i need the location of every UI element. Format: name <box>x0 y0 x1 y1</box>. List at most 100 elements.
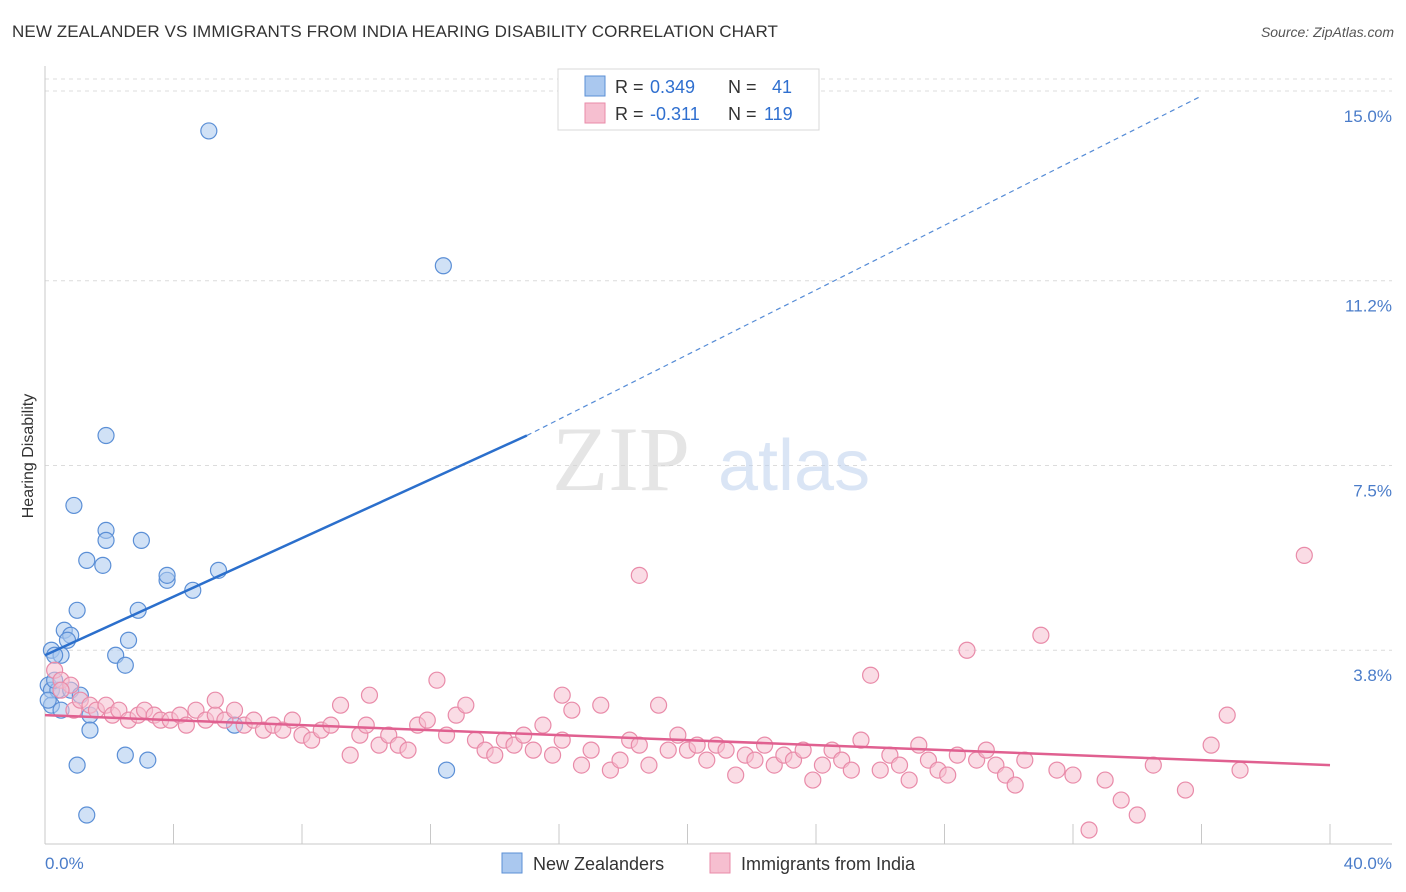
point-immigrants-india <box>592 696 610 714</box>
point-new-zealanders <box>158 566 176 584</box>
point-immigrants-india <box>977 741 995 759</box>
point-new-zealanders <box>97 426 115 445</box>
point-immigrants-india <box>717 741 735 759</box>
point-immigrants-india <box>1080 821 1098 839</box>
point-new-zealanders <box>97 531 115 549</box>
trend-line-new-zealanders <box>44 434 528 657</box>
point-immigrants-india <box>1202 736 1220 754</box>
point-immigrants-india <box>486 746 504 764</box>
point-immigrants-india <box>534 716 552 734</box>
bottom-legend-label-new-zealanders: New Zealanders <box>533 854 664 874</box>
point-immigrants-india <box>755 736 774 754</box>
point-immigrants-india <box>727 766 745 784</box>
legend-r-label-1: R = <box>615 77 644 97</box>
y-tick-label: 15.0% <box>1344 107 1392 126</box>
point-immigrants-india <box>357 716 375 734</box>
point-new-zealanders <box>81 721 99 739</box>
point-immigrants-india <box>1112 791 1130 809</box>
y-tick-label: 7.5% <box>1353 481 1392 500</box>
point-immigrants-india <box>794 741 812 759</box>
point-new-zealanders <box>200 122 218 140</box>
point-new-zealanders <box>119 631 138 649</box>
point-immigrants-india <box>813 756 832 774</box>
point-immigrants-india <box>1128 806 1146 824</box>
legend-n-value-1: 41 <box>772 77 792 97</box>
point-immigrants-india <box>206 691 224 709</box>
point-immigrants-india <box>939 766 957 784</box>
point-new-zealanders <box>116 746 134 764</box>
legend-r-label-2: R = <box>615 104 644 124</box>
point-immigrants-india <box>563 701 581 719</box>
legend-n-value-2: 119 <box>764 104 793 124</box>
legend-r-value-2: -0.311 <box>650 104 700 124</box>
point-immigrants-india <box>52 681 70 699</box>
y-tick-label: 11.2% <box>1345 297 1392 316</box>
point-immigrants-india <box>524 741 542 759</box>
trend-lines <box>44 95 1331 767</box>
point-immigrants-india <box>659 741 677 759</box>
point-immigrants-india <box>457 696 475 714</box>
legend-swatch-new-zealanders <box>584 75 606 97</box>
trend-line-new-zealanders-extension <box>526 95 1202 437</box>
point-immigrants-india <box>1218 706 1236 724</box>
source-label: Source: ZipAtlas.com <box>1260 24 1394 40</box>
point-immigrants-india <box>1006 776 1024 794</box>
point-new-zealanders <box>132 531 150 549</box>
point-immigrants-india <box>1231 761 1249 779</box>
point-immigrants-india <box>225 701 244 719</box>
point-immigrants-india <box>842 761 860 779</box>
point-immigrants-india <box>862 666 880 684</box>
bottom-legend-swatch-immigrants-india <box>709 852 731 874</box>
data-points <box>39 122 1313 839</box>
legend-swatch-immigrants-india <box>584 102 606 124</box>
point-new-zealanders <box>116 656 134 674</box>
point-immigrants-india <box>418 711 436 729</box>
point-new-zealanders <box>65 496 83 515</box>
point-immigrants-india <box>630 566 648 584</box>
point-immigrants-india <box>428 671 446 689</box>
point-immigrants-india <box>890 756 909 774</box>
point-immigrants-india <box>852 731 870 749</box>
x-tick-label-max: 40.0% <box>1344 854 1392 873</box>
point-immigrants-india <box>1032 626 1050 644</box>
point-new-zealanders <box>139 751 157 769</box>
x-tick-label-min: 0.0% <box>45 854 84 873</box>
tick-labels: 3.8% 7.5% 11.2% 15.0% 0.0% 40.0% <box>45 107 1392 873</box>
watermark-zip: ZIP <box>552 408 690 510</box>
legend-box: R = 0.349 N = 41 R = -0.311 N = 119 <box>557 68 820 131</box>
point-immigrants-india <box>804 771 822 789</box>
point-immigrants-india <box>331 696 350 714</box>
point-immigrants-india <box>1096 771 1114 789</box>
legend-n-label-2: N = <box>728 104 757 124</box>
point-new-zealanders <box>78 806 96 824</box>
point-immigrants-india <box>900 771 918 789</box>
point-immigrants-india <box>958 641 976 659</box>
bottom-legend-swatch-new-zealanders <box>501 852 523 874</box>
point-immigrants-india <box>360 686 379 704</box>
point-immigrants-india <box>611 751 629 769</box>
point-immigrants-india <box>341 746 359 764</box>
y-tick-label: 3.8% <box>1353 666 1392 685</box>
legend-r-value-1: 0.349 <box>650 77 695 97</box>
point-new-zealanders <box>94 556 112 574</box>
point-new-zealanders <box>68 601 86 619</box>
point-immigrants-india <box>582 741 600 759</box>
point-immigrants-india <box>649 696 668 714</box>
point-immigrants-india <box>640 756 658 774</box>
point-new-zealanders <box>437 761 456 779</box>
point-new-zealanders <box>39 691 57 709</box>
point-immigrants-india <box>910 736 928 754</box>
point-immigrants-india <box>553 686 571 704</box>
y-axis-title: Hearing Disability <box>20 394 37 519</box>
grid-lines <box>45 78 1392 651</box>
watermark-atlas: atlas <box>718 426 870 506</box>
bottom-legend: New Zealanders Immigrants from India <box>501 852 916 874</box>
point-new-zealanders <box>68 756 86 774</box>
point-immigrants-india <box>871 761 889 779</box>
point-immigrants-india <box>399 741 417 759</box>
point-immigrants-india <box>543 746 562 764</box>
point-immigrants-india <box>1176 781 1195 799</box>
point-immigrants-india <box>572 756 591 774</box>
point-immigrants-india <box>746 751 764 769</box>
